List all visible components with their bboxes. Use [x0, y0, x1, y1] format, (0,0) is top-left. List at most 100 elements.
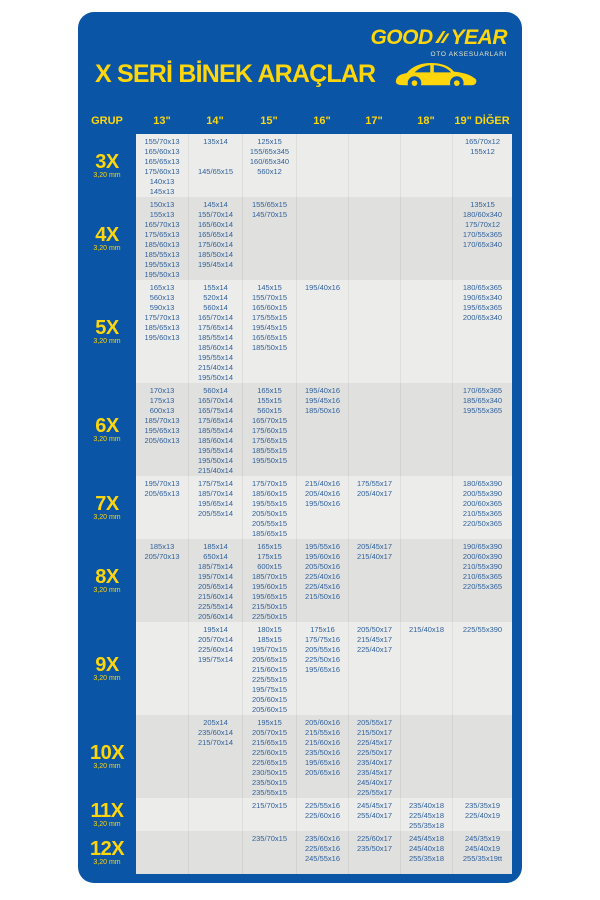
size-cell-14in [188, 798, 242, 831]
group-label: 6X [95, 414, 119, 437]
tire-size: 205/50x16 [304, 562, 341, 571]
tire-size: 235/50x17 [356, 844, 393, 853]
tire-size: 165x15 [257, 542, 282, 551]
tire-size: 560x14 [203, 386, 228, 395]
group-label: 5X [95, 316, 119, 339]
tire-size: 205/55x14 [197, 509, 234, 518]
tire-size: 195/65x14 [197, 499, 234, 508]
tire-size: 205/45x17 [356, 542, 393, 551]
size-cell-17in: 205/45x17 215/40x17 [348, 539, 400, 622]
logo-year: YEAR [450, 26, 508, 49]
tire-size: 175/65x15 [251, 436, 288, 445]
tire-size: 185/55x13 [144, 250, 180, 259]
tire-size: 235/50x16 [304, 748, 341, 757]
tire-size: 600x13 [149, 406, 175, 415]
tire-size: 185x14 [203, 542, 228, 551]
size-cell-14in: 145x14 155/70x14 165/60x14 165/65x14 175/60x… [188, 197, 242, 280]
logo-subtitle: OTO AKSESUARLARI [430, 51, 507, 58]
tire-size: 215/50x15 [251, 602, 288, 611]
group-row-12x: 12X 3,20 mm 235/70x15 235/60x16 225/65x16 245… [78, 831, 512, 874]
size-cell-14in: 195x14 205/70x14 225/60x14 195/75x14 [188, 622, 242, 715]
size-cell-13in: 195/70x13 205/65x13 [136, 476, 188, 539]
tire-size: 175x15 [257, 552, 282, 561]
tire-size: 205/65x14 [197, 582, 234, 591]
size-cell-13in [136, 715, 188, 798]
tire-size: 165/70x13 [144, 220, 180, 229]
size-cell-18in [400, 280, 452, 383]
tire-size: 235/70x15 [251, 834, 288, 843]
tire-size: 225/45x17 [356, 738, 393, 747]
column-header-18in: 18" [417, 115, 435, 127]
size-cell-17in: 205/55x17 215/50x17 225/45x17 225/50x17 235/… [348, 715, 400, 798]
tire-size: 165x13 [149, 283, 175, 292]
tire-size: 205/65x16 [304, 768, 341, 777]
tire-size: 225/50x17 [356, 748, 393, 757]
tire-size: 185x15 [257, 635, 282, 644]
tire-size: 225/60x17 [356, 834, 393, 843]
tire-size: 145x14 [203, 200, 228, 209]
tire-size: 165/60x15 [251, 303, 288, 312]
tire-size: 185/55x14 [197, 426, 234, 435]
tire-size: 215/65x15 [251, 738, 288, 747]
group-gauge: 3,20 mm [93, 858, 121, 866]
tire-size: 165/65x15 [251, 333, 288, 342]
tire-size: 205/55x16 [304, 645, 341, 654]
group-row-4x: 4X 3,20 mm 150x13 155x13 165/70x13 175/65x13 1… [78, 197, 512, 280]
tire-size: 165/60x13 [144, 147, 180, 156]
size-cell-19in-diger: 245/35x19 245/40x19 255/35x19tt [452, 831, 512, 874]
tire-size: 185/55x15 [251, 446, 288, 455]
tire-size: 145/65x15 [197, 167, 234, 176]
group-gauge: 3,20 mm [93, 762, 121, 770]
tire-size: 195/55x13 [144, 260, 180, 269]
group-cell-8x: 8X 3,20 mm [78, 539, 136, 622]
size-cell-19in-diger: 180/65x390 200/55x390 200/60x365 210/55x365… [452, 476, 512, 539]
group-cell-9x: 9X 3,20 mm [78, 622, 136, 715]
size-cell-18in [400, 134, 452, 197]
tire-size: 215/40x17 [356, 552, 393, 561]
tire-size: 245/40x17 [356, 778, 393, 787]
group-gauge: 3,20 mm [93, 586, 121, 594]
size-cell-19in-diger: 180/65x365 190/65x340 195/65x365 200/65x340 [452, 280, 512, 383]
tire-size: 195/70x14 [197, 572, 234, 581]
tire-size: 235/40x17 [356, 758, 393, 767]
tire-size: 200/60x390 [462, 552, 503, 561]
size-cell-17in: 245/45x17 255/40x17 [348, 798, 400, 831]
group-label: 4X [95, 223, 119, 246]
size-cell-18in [400, 476, 452, 539]
size-cell-14in: 185x14 650x14 185/75x14 195/70x14 205/65x14 2… [188, 539, 242, 622]
tire-size: 185/50x14 [197, 250, 234, 259]
tire-size: 185/50x16 [304, 406, 341, 415]
tire-size: 175/60x15 [251, 426, 288, 435]
tire-size: 165/70x15 [251, 416, 288, 425]
tire-size: 155x15 [257, 396, 282, 405]
tire-size: 205/70x14 [197, 635, 234, 644]
size-cell-18in [400, 715, 452, 798]
size-cell-18in [400, 539, 452, 622]
size-cell-16in: 205/60x16 215/55x16 215/60x16 235/50x16 195/… [296, 715, 348, 798]
tire-size: 255/35x19tt [462, 854, 503, 863]
tire-size: 195x15 [257, 718, 282, 727]
tire-size: 520x14 [203, 293, 228, 302]
group-row-11x: 11X 3,20 mm 215/70x15 225/55x16 225/60x16 245… [78, 798, 512, 831]
tire-size: 165/70x14 [197, 396, 234, 405]
group-label: 7X [95, 492, 119, 515]
tire-size: 225/55x390 [462, 625, 503, 634]
group-gauge: 3,20 mm [93, 337, 121, 345]
group-row-7x: 7X 3,20 mm 195/70x13 205/65x13 175/75x14 185/… [78, 476, 512, 539]
size-cell-19in-diger: 170/65x365 185/65x340 195/55x365 [452, 383, 512, 476]
tire-size: 225/60x14 [197, 645, 234, 654]
group-label: 10X [89, 741, 125, 764]
tire-size: 175/60x14 [197, 240, 234, 249]
size-cell-16in: 195/55x16 195/60x16 205/50x16 225/40x16 225/… [296, 539, 348, 622]
tire-size: 165/70x14 [197, 313, 234, 322]
tire-size: 195/65x365 [462, 303, 503, 312]
tire-size: 155x12 [470, 147, 495, 156]
tire-size: 165/65x13 [144, 157, 180, 166]
size-cell-14in: 135x14 145/65x15 [188, 134, 242, 197]
group-cell-5x: 5X 3,20 mm [78, 280, 136, 383]
size-cell-13in [136, 831, 188, 874]
size-cell-14in [188, 831, 242, 874]
tire-size: 200/65x340 [462, 313, 503, 322]
group-label: 12X [89, 837, 125, 860]
logo-good: GOOD [370, 26, 433, 49]
